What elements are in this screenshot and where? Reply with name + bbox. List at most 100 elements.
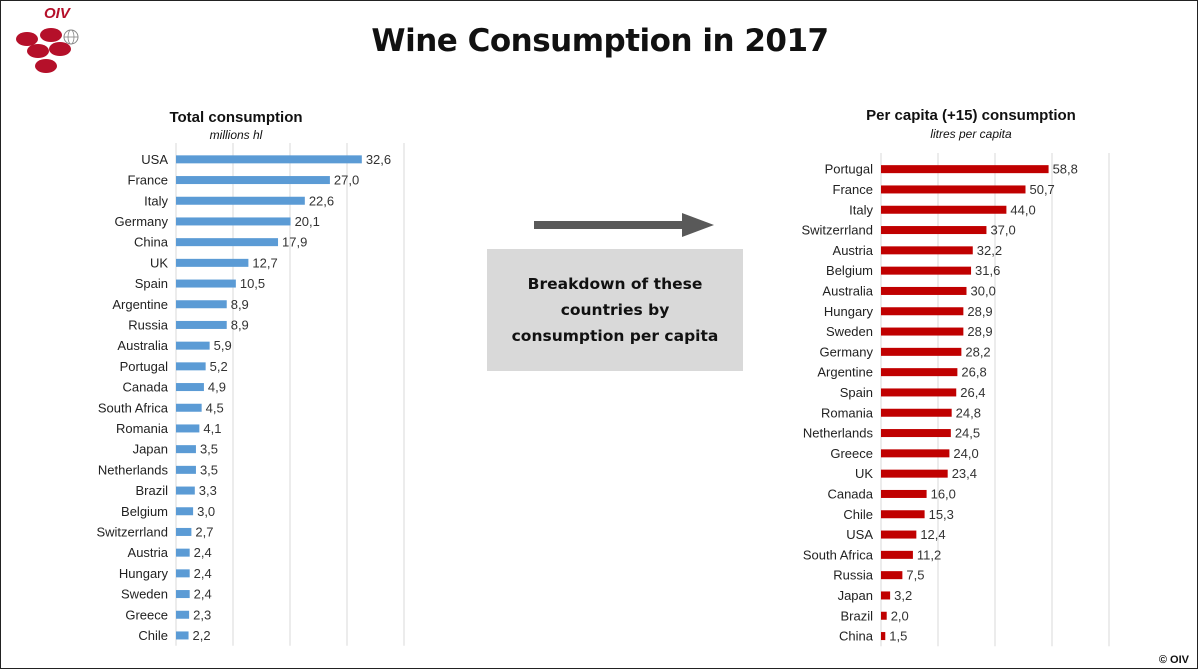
percapita-value-label: 15,3: [929, 507, 954, 522]
percapita-value-label: 31,6: [975, 263, 1000, 278]
total-category-label: South Africa: [98, 400, 169, 415]
breakdown-box: Breakdown of these countries by consumpt…: [487, 249, 743, 371]
percapita-chart-subtitle: litres per capita: [930, 127, 1012, 141]
total-bar: [176, 465, 196, 474]
total-bar: [176, 403, 202, 412]
total-value-label: 8,9: [231, 317, 249, 332]
logo-text: OIV: [44, 5, 70, 22]
percapita-value-label: 23,4: [952, 466, 977, 481]
total-bar: [176, 445, 196, 454]
total-value-label: 5,2: [210, 359, 228, 374]
percapita-bar: [881, 165, 1049, 174]
percapita-value-label: 11,2: [917, 547, 941, 562]
total-category-label: Canada: [122, 380, 168, 395]
total-category-label: Argentine: [112, 297, 168, 312]
percapita-category-label: Switzerrland: [801, 223, 873, 238]
total-category-label: Chile: [138, 628, 168, 643]
percapita-value-label: 24,5: [955, 426, 980, 441]
total-bar: [176, 507, 194, 516]
total-value-label: 12,7: [252, 255, 277, 270]
total-category-label: USA: [141, 152, 168, 167]
total-value-label: 17,9: [282, 235, 307, 250]
total-value-label: 32,6: [366, 152, 391, 167]
total-category-label: Portugal: [120, 359, 169, 374]
total-bar: [176, 300, 227, 309]
total-bar: [176, 424, 200, 433]
total-bar: [176, 569, 190, 578]
percapita-category-label: Italy: [849, 202, 873, 217]
percapita-value-label: 58,8: [1053, 162, 1078, 177]
percapita-bar: [881, 510, 925, 519]
percapita-value-label: 26,8: [961, 365, 986, 380]
percapita-bar: [881, 368, 958, 377]
percapita-bar: [881, 307, 964, 316]
percapita-bar: [881, 347, 962, 356]
percapita-bar: [881, 246, 973, 255]
total-category-label: Brazil: [135, 483, 168, 498]
total-category-label: France: [128, 173, 168, 188]
total-bar: [176, 258, 249, 267]
percapita-chart-title: Per capita (+15) consumption: [866, 107, 1076, 124]
oiv-grape-logo-icon: OIV: [11, 5, 91, 85]
percapita-category-label: Germany: [820, 344, 874, 359]
percapita-value-label: 26,4: [960, 385, 985, 400]
percapita-category-label: France: [833, 182, 873, 197]
total-bar: [176, 362, 206, 371]
percapita-value-label: 30,0: [971, 283, 996, 298]
percapita-bar: [881, 611, 887, 620]
total-category-label: Russia: [128, 317, 169, 332]
percapita-category-label: Austria: [833, 243, 874, 258]
percapita-category-label: USA: [846, 527, 873, 542]
percapita-bar: [881, 226, 987, 235]
percapita-category-label: Argentine: [817, 365, 873, 380]
total-category-label: Netherlands: [98, 462, 169, 477]
percapita-bar: [881, 571, 903, 580]
percapita-category-label: Brazil: [840, 608, 873, 623]
percapita-value-label: 44,0: [1010, 202, 1035, 217]
percapita-value-label: 28,9: [967, 304, 992, 319]
total-bar: [176, 155, 362, 164]
total-consumption-chart: USA 32,6 France 27,0 Italy 22,6 Germany 20,1 Chi…: [96, 143, 405, 646]
percapita-consumption-chart: Portugal 58,8 France 50,7 Italy 44,0 Switzerrl…: [801, 153, 1110, 647]
total-bar: [176, 383, 204, 392]
total-bar: [176, 486, 195, 495]
percapita-value-label: 12,4: [920, 527, 945, 542]
percapita-category-label: Canada: [827, 486, 873, 501]
percapita-category-label: Hungary: [824, 304, 874, 319]
percapita-category-label: Romania: [821, 405, 874, 420]
total-category-label: China: [134, 235, 169, 250]
total-value-label: 3,3: [199, 483, 217, 498]
percapita-category-label: Australia: [822, 283, 873, 298]
percapita-category-label: Portugal: [825, 162, 874, 177]
copyright: © OIV: [1158, 654, 1189, 666]
percapita-category-label: South Africa: [803, 547, 874, 562]
total-category-label: Switzerrland: [96, 524, 168, 539]
percapita-category-label: Belgium: [826, 263, 873, 278]
percapita-category-label: UK: [855, 466, 873, 481]
percapita-bar: [881, 266, 972, 275]
total-value-label: 2,7: [195, 524, 213, 539]
total-bar: [176, 590, 190, 599]
percapita-category-label: Russia: [833, 568, 874, 583]
total-value-label: 10,5: [240, 276, 265, 291]
percapita-bar: [881, 489, 927, 498]
total-value-label: 5,9: [214, 338, 232, 353]
total-category-label: Italy: [144, 193, 168, 208]
total-bar: [176, 631, 189, 640]
total-chart-subtitle: millions hl: [209, 128, 263, 142]
total-value-label: 20,1: [295, 214, 320, 229]
percapita-value-label: 50,7: [1029, 182, 1054, 197]
percapita-bar: [881, 550, 913, 559]
total-bar: [176, 196, 305, 205]
arrow-right-icon: [534, 213, 714, 237]
percapita-value-label: 32,2: [977, 243, 1002, 258]
percapita-value-label: 24,8: [956, 405, 981, 420]
total-value-label: 2,2: [193, 628, 211, 643]
total-value-label: 8,9: [231, 297, 249, 312]
total-value-label: 2,4: [194, 587, 212, 602]
total-category-label: Greece: [125, 607, 168, 622]
percapita-bar: [881, 530, 917, 539]
total-bar: [176, 217, 291, 226]
total-value-label: 3,5: [200, 462, 218, 477]
total-value-label: 22,6: [309, 193, 334, 208]
